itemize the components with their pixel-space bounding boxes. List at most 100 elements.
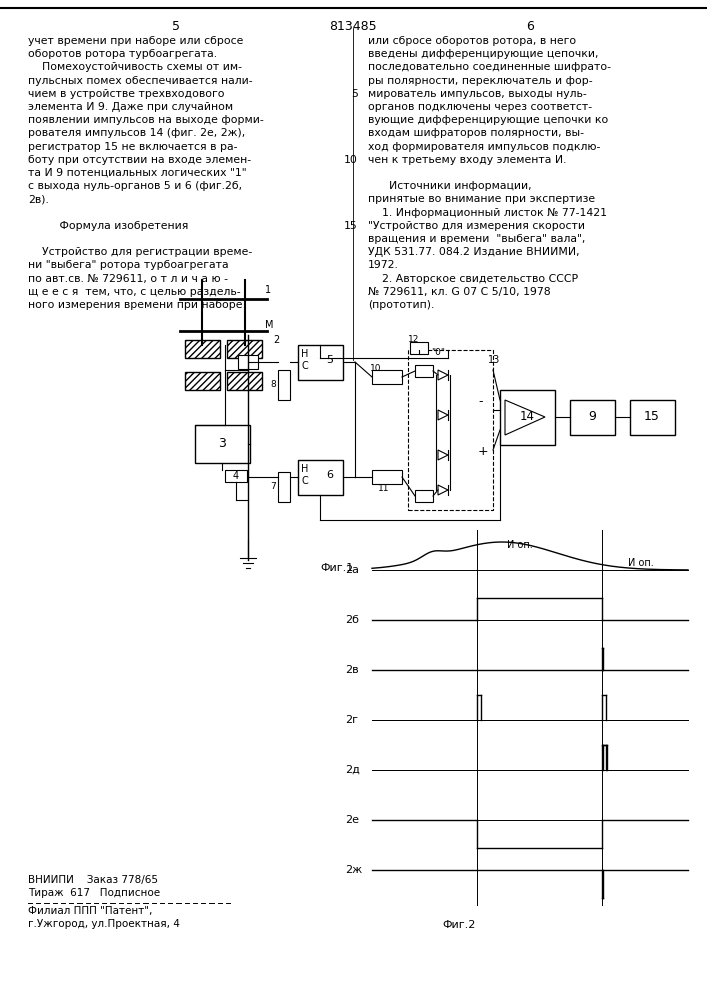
Bar (195, 425, 250, 463)
Bar (570, 400, 615, 435)
Text: (прототип).: (прототип). (368, 300, 434, 310)
Text: Источники информации,: Источники информации, (368, 181, 532, 191)
Text: Помехоустойчивость схемы от им-: Помехоустойчивость схемы от им- (28, 62, 242, 72)
Text: 2: 2 (273, 335, 279, 345)
Text: 7: 7 (270, 482, 276, 491)
Text: введены дифференцирующие цепочки,: введены дифференцирующие цепочки, (368, 49, 599, 59)
Text: с выхода нуль-органов 5 и 6 (фиг.2б,: с выхода нуль-органов 5 и 6 (фиг.2б, (28, 181, 242, 191)
Text: 13: 13 (488, 355, 501, 365)
Bar (415, 365, 433, 377)
Text: чием в устройстве трехвходового: чием в устройстве трехвходового (28, 89, 225, 99)
Text: элемента И 9. Даже при случайном: элемента И 9. Даже при случайном (28, 102, 233, 112)
Text: 2в).: 2в). (28, 194, 49, 204)
Text: 15: 15 (644, 410, 660, 423)
Text: 2д: 2д (345, 765, 360, 775)
Text: 2в: 2в (345, 665, 358, 675)
Text: оборотов ротора турбоагрегата.: оборотов ротора турбоагрегата. (28, 49, 217, 59)
Bar (410, 342, 428, 354)
Text: ход формирователя импульсов подклю-: ход формирователя импульсов подклю- (368, 142, 600, 152)
Text: вращения и времени  "выбега" вала",: вращения и времени "выбега" вала", (368, 234, 585, 244)
Text: ного измерения времени при наборе: ного измерения времени при наборе (28, 300, 243, 310)
Text: 1: 1 (265, 285, 271, 295)
Text: 5: 5 (172, 20, 180, 33)
Text: 15: 15 (344, 221, 358, 231)
Text: последовательно соединенные шифрато-: последовательно соединенные шифрато- (368, 62, 611, 72)
Text: ры полярности, переключатель и фор-: ры полярности, переключатель и фор- (368, 76, 592, 86)
Text: щ е е с я  тем, что, с целью раздель-: щ е е с я тем, что, с целью раздель- (28, 287, 240, 297)
Text: ВНИИПИ    Заказ 778/65: ВНИИПИ Заказ 778/65 (28, 875, 158, 885)
Text: "0": "0" (431, 348, 445, 357)
Text: Тираж  617   Подписное: Тираж 617 Подписное (28, 888, 160, 898)
Text: -: - (478, 395, 482, 408)
Text: 6: 6 (526, 20, 534, 33)
Bar (278, 472, 290, 502)
Text: 8: 8 (270, 380, 276, 389)
Text: Устройство для регистрации време-: Устройство для регистрации време- (28, 247, 252, 257)
Text: Н: Н (301, 349, 308, 359)
Bar (415, 490, 433, 502)
Text: С: С (301, 476, 308, 486)
Bar (298, 345, 343, 380)
Bar (227, 372, 262, 390)
Text: 5: 5 (351, 89, 358, 99)
Text: вующие дифференцирующие цепочки ко: вующие дифференцирующие цепочки ко (368, 115, 608, 125)
Text: 12: 12 (408, 335, 419, 344)
Text: Филиал ППП "Патент",: Филиал ППП "Патент", (28, 906, 153, 916)
Bar (630, 400, 675, 435)
Text: органов подключены через соответст-: органов подключены через соответст- (368, 102, 592, 112)
Text: 813485: 813485 (329, 20, 377, 33)
Text: 3: 3 (218, 437, 226, 450)
Text: 9: 9 (588, 410, 596, 423)
Text: Фиг.2: Фиг.2 (442, 920, 475, 930)
Text: 1972.: 1972. (368, 260, 399, 270)
Text: или сбросе оборотов ротора, в него: или сбросе оборотов ротора, в него (368, 36, 576, 46)
Text: 2ж: 2ж (345, 865, 362, 875)
Text: И оп.: И оп. (507, 540, 533, 550)
Text: 14: 14 (520, 410, 534, 423)
Text: ни "выбега" ротора турбоагрегата: ни "выбега" ротора турбоагрегата (28, 260, 228, 270)
Text: 2б: 2б (345, 615, 359, 625)
Text: 2. Авторское свидетельство СССР: 2. Авторское свидетельство СССР (368, 274, 578, 284)
Bar (278, 370, 290, 400)
Text: 6: 6 (327, 470, 334, 480)
Text: 5: 5 (327, 355, 334, 365)
Text: № 729611, кл. G 07 C 5/10, 1978: № 729611, кл. G 07 C 5/10, 1978 (368, 287, 551, 297)
Text: 2е: 2е (345, 815, 359, 825)
Bar (372, 470, 402, 484)
Text: 11: 11 (378, 484, 390, 493)
Text: появлении импульсов на выходе форми-: появлении импульсов на выходе форми- (28, 115, 264, 125)
Text: 2г: 2г (345, 715, 358, 725)
Text: боту при отсутствии на входе элемен-: боту при отсутствии на входе элемен- (28, 155, 251, 165)
Text: 10: 10 (344, 155, 358, 165)
Text: чен к третьему входу элемента И.: чен к третьему входу элемента И. (368, 155, 566, 165)
Text: Фиг.1: Фиг.1 (320, 563, 354, 573)
Text: входам шифраторов полярности, вы-: входам шифраторов полярности, вы- (368, 128, 584, 138)
Text: рователя импульсов 14 (фиг. 2е, 2ж),: рователя импульсов 14 (фиг. 2е, 2ж), (28, 128, 245, 138)
Bar (298, 460, 343, 495)
Text: мирователь импульсов, выходы нуль-: мирователь импульсов, выходы нуль- (368, 89, 587, 99)
Bar (185, 372, 220, 390)
Text: 1. Информационный листок № 77-1421: 1. Информационный листок № 77-1421 (368, 208, 607, 218)
Text: учет времени при наборе или сбросе: учет времени при наборе или сбросе (28, 36, 243, 46)
Text: Н: Н (301, 464, 308, 474)
Text: принятые во внимание при экспертизе: принятые во внимание при экспертизе (368, 194, 595, 204)
Text: регистратор 15 не включается в ра-: регистратор 15 не включается в ра- (28, 142, 238, 152)
Text: 2а: 2а (345, 565, 359, 575)
Bar (372, 370, 402, 384)
Text: та И 9 потенциальных логических "1": та И 9 потенциальных логических "1" (28, 168, 247, 178)
Text: пульсных помех обеспечивается нали-: пульсных помех обеспечивается нали- (28, 76, 252, 86)
Bar (408, 350, 493, 510)
Bar (225, 470, 247, 482)
Bar (500, 390, 555, 445)
Text: 10: 10 (370, 364, 382, 373)
Bar (185, 340, 220, 358)
Text: С: С (301, 361, 308, 371)
Text: 4: 4 (233, 471, 239, 481)
Text: +: + (478, 445, 489, 458)
Bar (227, 340, 262, 358)
Text: по авт.св. № 729611, о т л и ч а ю -: по авт.св. № 729611, о т л и ч а ю - (28, 274, 228, 284)
Text: И оп.: И оп. (628, 558, 654, 568)
Text: Формула изобретения: Формула изобретения (28, 221, 188, 231)
Text: УДК 531.77. 084.2 Издание ВНИИМИ,: УДК 531.77. 084.2 Издание ВНИИМИ, (368, 247, 580, 257)
Text: "Устройство для измерения скорости: "Устройство для измерения скорости (368, 221, 585, 231)
